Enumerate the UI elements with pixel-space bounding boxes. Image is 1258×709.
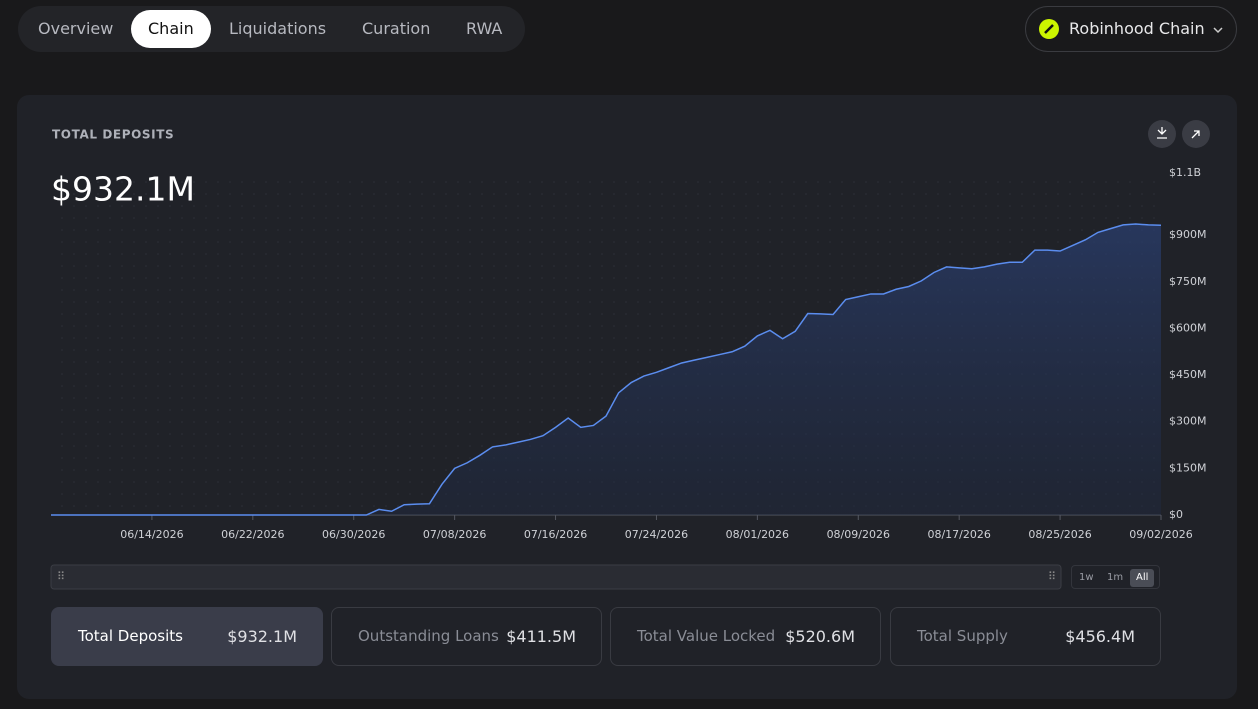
nav-tab[interactable]: RWA: [466, 19, 503, 38]
stat-value: $520.6M: [785, 627, 855, 646]
x-tick-label: 08/17/2026: [927, 528, 990, 541]
y-tick-label: $300M: [1169, 415, 1207, 428]
download-icon: [1157, 127, 1167, 139]
chain-icon: [1039, 19, 1059, 39]
x-tick-label: 06/14/2026: [120, 528, 183, 541]
y-tick-label: $150M: [1169, 461, 1207, 474]
selector-label: Robinhood Chain: [1069, 19, 1205, 38]
stat-label: Total Supply: [917, 627, 1008, 645]
x-tick-label: 08/25/2026: [1028, 528, 1091, 541]
card-title: TOTAL DEPOSITS: [52, 128, 174, 142]
y-tick-label: $600M: [1169, 321, 1207, 334]
stat-card[interactable]: Outstanding Loans $411.5M: [331, 607, 602, 666]
stat-card[interactable]: Total Deposits $932.1M: [51, 607, 323, 666]
stat-value: $411.5M: [506, 627, 576, 646]
stat-value: $932.1M: [227, 627, 297, 646]
y-tick-label: $0: [1169, 508, 1183, 521]
range-button[interactable]: 1w: [1079, 572, 1094, 583]
stat-label: Total Value Locked: [637, 627, 776, 645]
stat-label: Total Deposits: [78, 627, 183, 645]
nav-tab[interactable]: Overview: [38, 19, 114, 38]
x-tick-label: 09/02/2026: [1129, 528, 1192, 541]
x-tick-label: 08/01/2026: [726, 528, 789, 541]
x-tick-label: 06/30/2026: [322, 528, 385, 541]
y-tick-label: $450M: [1169, 368, 1207, 381]
stat-card[interactable]: Total Value Locked $520.6M: [610, 607, 881, 666]
range-button[interactable]: All: [1130, 569, 1155, 587]
headline-value: $932.1M: [51, 170, 195, 209]
nav-tab[interactable]: Curation: [362, 19, 431, 38]
nav: Overview Chain Liquidations Curation RWA: [18, 6, 525, 52]
y-tick-label: $1.1B: [1169, 166, 1201, 179]
y-tick-label: $750M: [1169, 275, 1207, 288]
stat-card[interactable]: Total Supply $456.4M: [890, 607, 1161, 666]
stat-value: $456.4M: [1065, 627, 1135, 646]
x-tick-label: 06/22/2026: [221, 528, 284, 541]
nav-tab[interactable]: Chain: [131, 10, 211, 48]
slider-handle[interactable]: ⠿: [1048, 570, 1056, 583]
x-tick-label: 07/16/2026: [524, 528, 587, 541]
slider-handle[interactable]: ⠿: [57, 570, 65, 583]
x-tick-label: 07/24/2026: [625, 528, 688, 541]
line: [51, 223, 1162, 516]
range-buttons: 1w 1m All: [1071, 565, 1160, 589]
chain-selector[interactable]: Robinhood Chain: [1025, 6, 1237, 52]
expand-icon: [1191, 130, 1200, 139]
range-button[interactable]: 1m: [1107, 572, 1124, 583]
chevron: [1213, 27, 1223, 34]
range-slider[interactable]: [50, 564, 1062, 590]
area-fill: [51, 223, 1161, 516]
x-tick-label: 08/09/2026: [827, 528, 890, 541]
nav-tab[interactable]: Liquidations: [229, 19, 327, 38]
x-tick-label: 07/08/2026: [423, 528, 486, 541]
stat-label: Outstanding Loans: [358, 627, 499, 645]
y-tick-label: $900M: [1169, 228, 1207, 241]
